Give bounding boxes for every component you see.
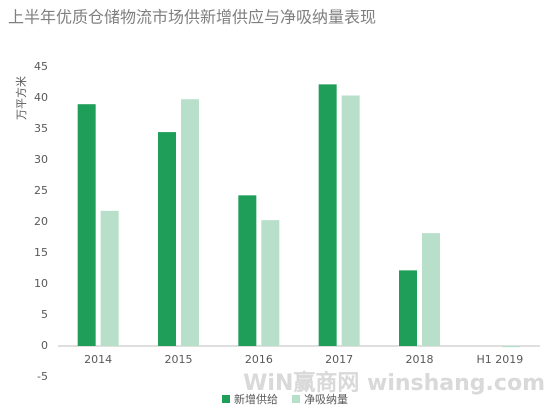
y-tick-label: 10 [34,277,48,290]
bar [261,220,280,346]
legend-label: 新增供给 [234,392,278,406]
y-tick-label: 15 [34,246,48,259]
x-tick-label: 2014 [84,353,112,366]
bar [77,104,96,346]
bar [238,195,257,346]
x-tick-label: H1 2019 [476,353,523,366]
y-tick-label: 35 [34,122,48,135]
legend-label: 净吸纳量 [304,392,348,406]
y-axis-label: 万平方米 [14,76,28,120]
bar [422,233,440,346]
chart-title: 上半年优质仓储物流市场供新增供应与净吸纳量表现 [8,8,376,27]
x-tick-label: 2017 [325,353,353,366]
y-tick-label: 5 [41,308,48,321]
x-tick-label: 2018 [406,353,434,366]
x-tick-label: 2015 [165,353,193,366]
bar [100,210,119,346]
legend-swatch [222,395,230,403]
y-tick-label: 40 [34,91,48,104]
bar [502,346,521,348]
bar [181,99,199,347]
bar [158,132,176,346]
bar [399,270,417,346]
y-tick-label: 0 [41,339,48,352]
y-tick-label: -5 [37,370,48,383]
legend-swatch [292,395,300,403]
bar [341,95,360,347]
y-tick-label: 45 [34,60,48,73]
y-tick-label: 20 [34,215,48,228]
watermark: WiN赢商网 winshang.com [243,370,545,396]
y-tick-label: 30 [34,153,48,166]
bar [318,84,337,347]
x-tick-label: 2016 [245,353,273,366]
y-tick-label: 25 [34,184,48,197]
